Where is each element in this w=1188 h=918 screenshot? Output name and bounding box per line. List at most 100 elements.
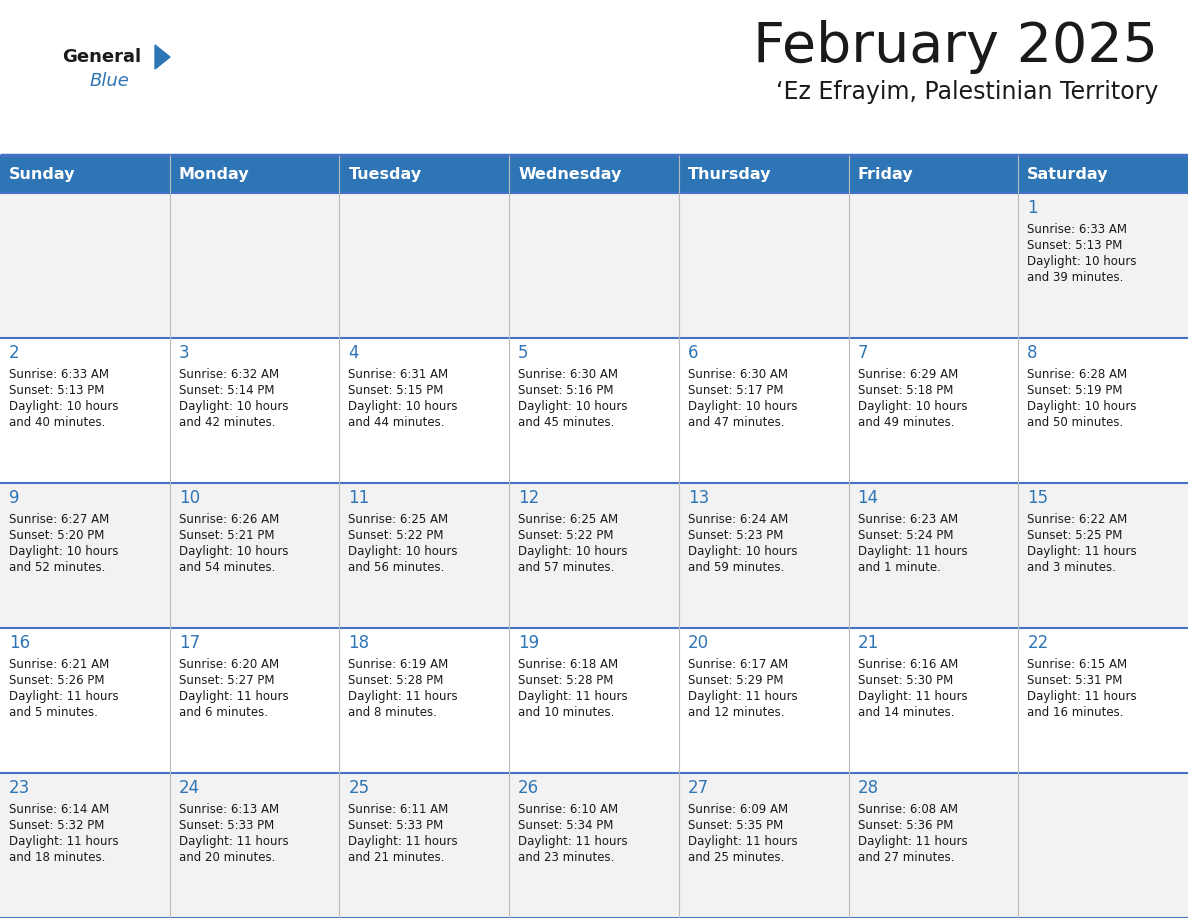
- Bar: [678, 155, 848, 193]
- Text: 2: 2: [10, 344, 20, 362]
- Text: and 20 minutes.: and 20 minutes.: [178, 851, 276, 864]
- Text: and 40 minutes.: and 40 minutes.: [10, 416, 106, 429]
- Bar: [510, 338, 678, 483]
- Text: Sunrise: 6:20 AM: Sunrise: 6:20 AM: [178, 658, 279, 671]
- Text: Sunset: 5:23 PM: Sunset: 5:23 PM: [688, 529, 783, 542]
- Text: Sunrise: 6:25 AM: Sunrise: 6:25 AM: [518, 513, 618, 526]
- Text: Daylight: 11 hours: Daylight: 11 hours: [178, 835, 289, 848]
- Bar: [340, 483, 510, 628]
- Text: Daylight: 10 hours: Daylight: 10 hours: [518, 400, 627, 413]
- Text: Sunrise: 6:30 AM: Sunrise: 6:30 AM: [518, 368, 618, 381]
- Text: and 1 minute.: and 1 minute.: [858, 561, 941, 574]
- Bar: [0, 155, 170, 193]
- Text: and 14 minutes.: and 14 minutes.: [858, 706, 954, 719]
- Bar: [170, 628, 340, 773]
- Text: 20: 20: [688, 634, 709, 652]
- Bar: [848, 155, 1018, 193]
- Text: and 6 minutes.: and 6 minutes.: [178, 706, 267, 719]
- Text: Sunset: 5:16 PM: Sunset: 5:16 PM: [518, 384, 614, 397]
- Text: 19: 19: [518, 634, 539, 652]
- Text: Sunset: 5:25 PM: Sunset: 5:25 PM: [1028, 529, 1123, 542]
- Text: Friday: Friday: [858, 166, 914, 182]
- Text: Daylight: 11 hours: Daylight: 11 hours: [10, 835, 119, 848]
- Bar: [1018, 193, 1188, 338]
- Bar: [848, 483, 1018, 628]
- Text: Daylight: 11 hours: Daylight: 11 hours: [1028, 690, 1137, 703]
- Text: 18: 18: [348, 634, 369, 652]
- Text: Sunrise: 6:29 AM: Sunrise: 6:29 AM: [858, 368, 958, 381]
- Bar: [340, 338, 510, 483]
- Bar: [1018, 773, 1188, 918]
- Text: Daylight: 10 hours: Daylight: 10 hours: [1028, 255, 1137, 268]
- Text: 5: 5: [518, 344, 529, 362]
- Bar: [848, 193, 1018, 338]
- Text: and 59 minutes.: and 59 minutes.: [688, 561, 784, 574]
- Bar: [678, 338, 848, 483]
- Text: Sunset: 5:20 PM: Sunset: 5:20 PM: [10, 529, 105, 542]
- Text: and 25 minutes.: and 25 minutes.: [688, 851, 784, 864]
- Text: Daylight: 11 hours: Daylight: 11 hours: [688, 690, 797, 703]
- Text: and 8 minutes.: and 8 minutes.: [348, 706, 437, 719]
- Text: 23: 23: [10, 779, 30, 797]
- Text: and 3 minutes.: and 3 minutes.: [1028, 561, 1117, 574]
- Text: Sunset: 5:29 PM: Sunset: 5:29 PM: [688, 674, 783, 687]
- Text: Sunrise: 6:22 AM: Sunrise: 6:22 AM: [1028, 513, 1127, 526]
- Text: Sunset: 5:14 PM: Sunset: 5:14 PM: [178, 384, 274, 397]
- Bar: [510, 773, 678, 918]
- Text: and 50 minutes.: and 50 minutes.: [1028, 416, 1124, 429]
- Text: Daylight: 11 hours: Daylight: 11 hours: [858, 545, 967, 558]
- Text: Sunrise: 6:08 AM: Sunrise: 6:08 AM: [858, 803, 958, 816]
- Text: and 12 minutes.: and 12 minutes.: [688, 706, 784, 719]
- Text: Sunrise: 6:18 AM: Sunrise: 6:18 AM: [518, 658, 618, 671]
- Text: Daylight: 11 hours: Daylight: 11 hours: [1028, 545, 1137, 558]
- Text: and 54 minutes.: and 54 minutes.: [178, 561, 276, 574]
- Text: Daylight: 11 hours: Daylight: 11 hours: [178, 690, 289, 703]
- Text: Daylight: 11 hours: Daylight: 11 hours: [688, 835, 797, 848]
- Text: 24: 24: [178, 779, 200, 797]
- Text: General: General: [62, 48, 141, 66]
- Text: Daylight: 10 hours: Daylight: 10 hours: [518, 545, 627, 558]
- Bar: [848, 773, 1018, 918]
- Text: ‘Ez Efrayim, Palestinian Territory: ‘Ez Efrayim, Palestinian Territory: [776, 80, 1158, 104]
- Text: and 27 minutes.: and 27 minutes.: [858, 851, 954, 864]
- Text: Sunset: 5:35 PM: Sunset: 5:35 PM: [688, 819, 783, 832]
- Text: Daylight: 10 hours: Daylight: 10 hours: [10, 545, 119, 558]
- Bar: [0, 483, 170, 628]
- Text: Daylight: 10 hours: Daylight: 10 hours: [1028, 400, 1137, 413]
- Text: and 45 minutes.: and 45 minutes.: [518, 416, 614, 429]
- Text: 25: 25: [348, 779, 369, 797]
- Text: Sunset: 5:28 PM: Sunset: 5:28 PM: [348, 674, 444, 687]
- Text: and 23 minutes.: and 23 minutes.: [518, 851, 614, 864]
- Bar: [0, 773, 170, 918]
- Text: Sunrise: 6:25 AM: Sunrise: 6:25 AM: [348, 513, 449, 526]
- Text: Sunset: 5:18 PM: Sunset: 5:18 PM: [858, 384, 953, 397]
- Text: Sunrise: 6:16 AM: Sunrise: 6:16 AM: [858, 658, 958, 671]
- Text: Daylight: 10 hours: Daylight: 10 hours: [688, 400, 797, 413]
- Bar: [1018, 338, 1188, 483]
- Text: Sunset: 5:24 PM: Sunset: 5:24 PM: [858, 529, 953, 542]
- Text: Daylight: 11 hours: Daylight: 11 hours: [10, 690, 119, 703]
- Text: 4: 4: [348, 344, 359, 362]
- Text: 1: 1: [1028, 199, 1038, 217]
- Text: Daylight: 11 hours: Daylight: 11 hours: [518, 690, 627, 703]
- Text: Sunday: Sunday: [10, 166, 76, 182]
- Text: Sunset: 5:34 PM: Sunset: 5:34 PM: [518, 819, 613, 832]
- Text: Sunrise: 6:15 AM: Sunrise: 6:15 AM: [1028, 658, 1127, 671]
- Text: Sunrise: 6:33 AM: Sunrise: 6:33 AM: [1028, 223, 1127, 236]
- Bar: [170, 193, 340, 338]
- Bar: [0, 338, 170, 483]
- Text: and 21 minutes.: and 21 minutes.: [348, 851, 446, 864]
- Text: Monday: Monday: [178, 166, 249, 182]
- Text: 11: 11: [348, 489, 369, 507]
- Text: and 49 minutes.: and 49 minutes.: [858, 416, 954, 429]
- Text: Tuesday: Tuesday: [348, 166, 422, 182]
- Text: Daylight: 11 hours: Daylight: 11 hours: [348, 835, 459, 848]
- Text: Sunrise: 6:26 AM: Sunrise: 6:26 AM: [178, 513, 279, 526]
- Text: 27: 27: [688, 779, 709, 797]
- Text: and 57 minutes.: and 57 minutes.: [518, 561, 614, 574]
- Text: Daylight: 10 hours: Daylight: 10 hours: [178, 545, 289, 558]
- Text: Sunrise: 6:13 AM: Sunrise: 6:13 AM: [178, 803, 279, 816]
- Text: and 42 minutes.: and 42 minutes.: [178, 416, 276, 429]
- Text: and 52 minutes.: and 52 minutes.: [10, 561, 106, 574]
- Text: Sunrise: 6:28 AM: Sunrise: 6:28 AM: [1028, 368, 1127, 381]
